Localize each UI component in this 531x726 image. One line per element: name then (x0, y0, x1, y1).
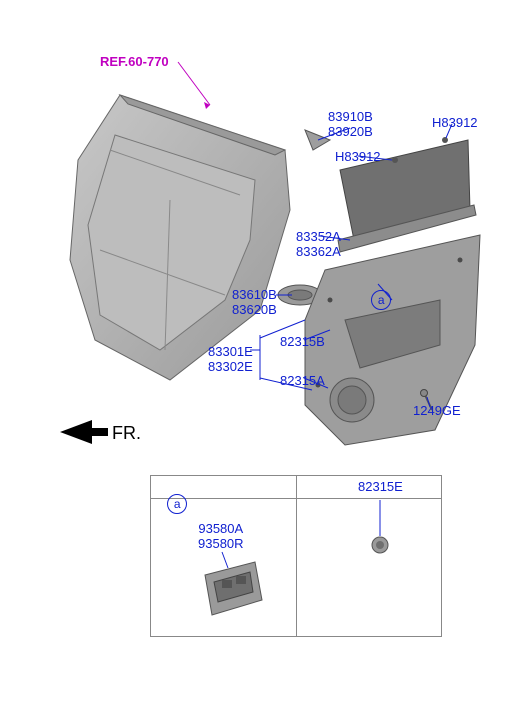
inset-divider (296, 476, 297, 636)
inset-circle-a: a (160, 479, 187, 514)
label-83301E: 83301E 83302E (208, 345, 253, 375)
label-H83912-right: H83912 (432, 116, 478, 131)
clip-dot (392, 157, 398, 163)
inset-frame (150, 475, 442, 637)
label-83352A: 83352A 83362A (296, 230, 341, 260)
fr-arrow-icon (60, 420, 108, 444)
inset-label-82315E: 82315E (358, 480, 403, 495)
ref-label: REF.60-770 (100, 55, 169, 70)
label-H83912-left: H83912 (335, 150, 381, 165)
door-shell (70, 95, 290, 380)
clip-dot (442, 137, 448, 143)
circle-a-icon: a (371, 290, 391, 310)
label-83910B: 83910B 83920B (328, 110, 373, 140)
label-82315B: 82315B (280, 335, 325, 350)
label-83610B: 83610B 83620B (232, 288, 277, 318)
label-1249GE: 1249GE (413, 404, 461, 419)
corner-cap (305, 130, 330, 150)
circle-a-main: a (364, 275, 391, 310)
circle-a-icon: a (167, 494, 187, 514)
inset-label-93580A: 93580A 93580R (198, 522, 244, 552)
label-82315A: 82315A (280, 374, 325, 389)
fr-label: FR. (112, 423, 141, 444)
